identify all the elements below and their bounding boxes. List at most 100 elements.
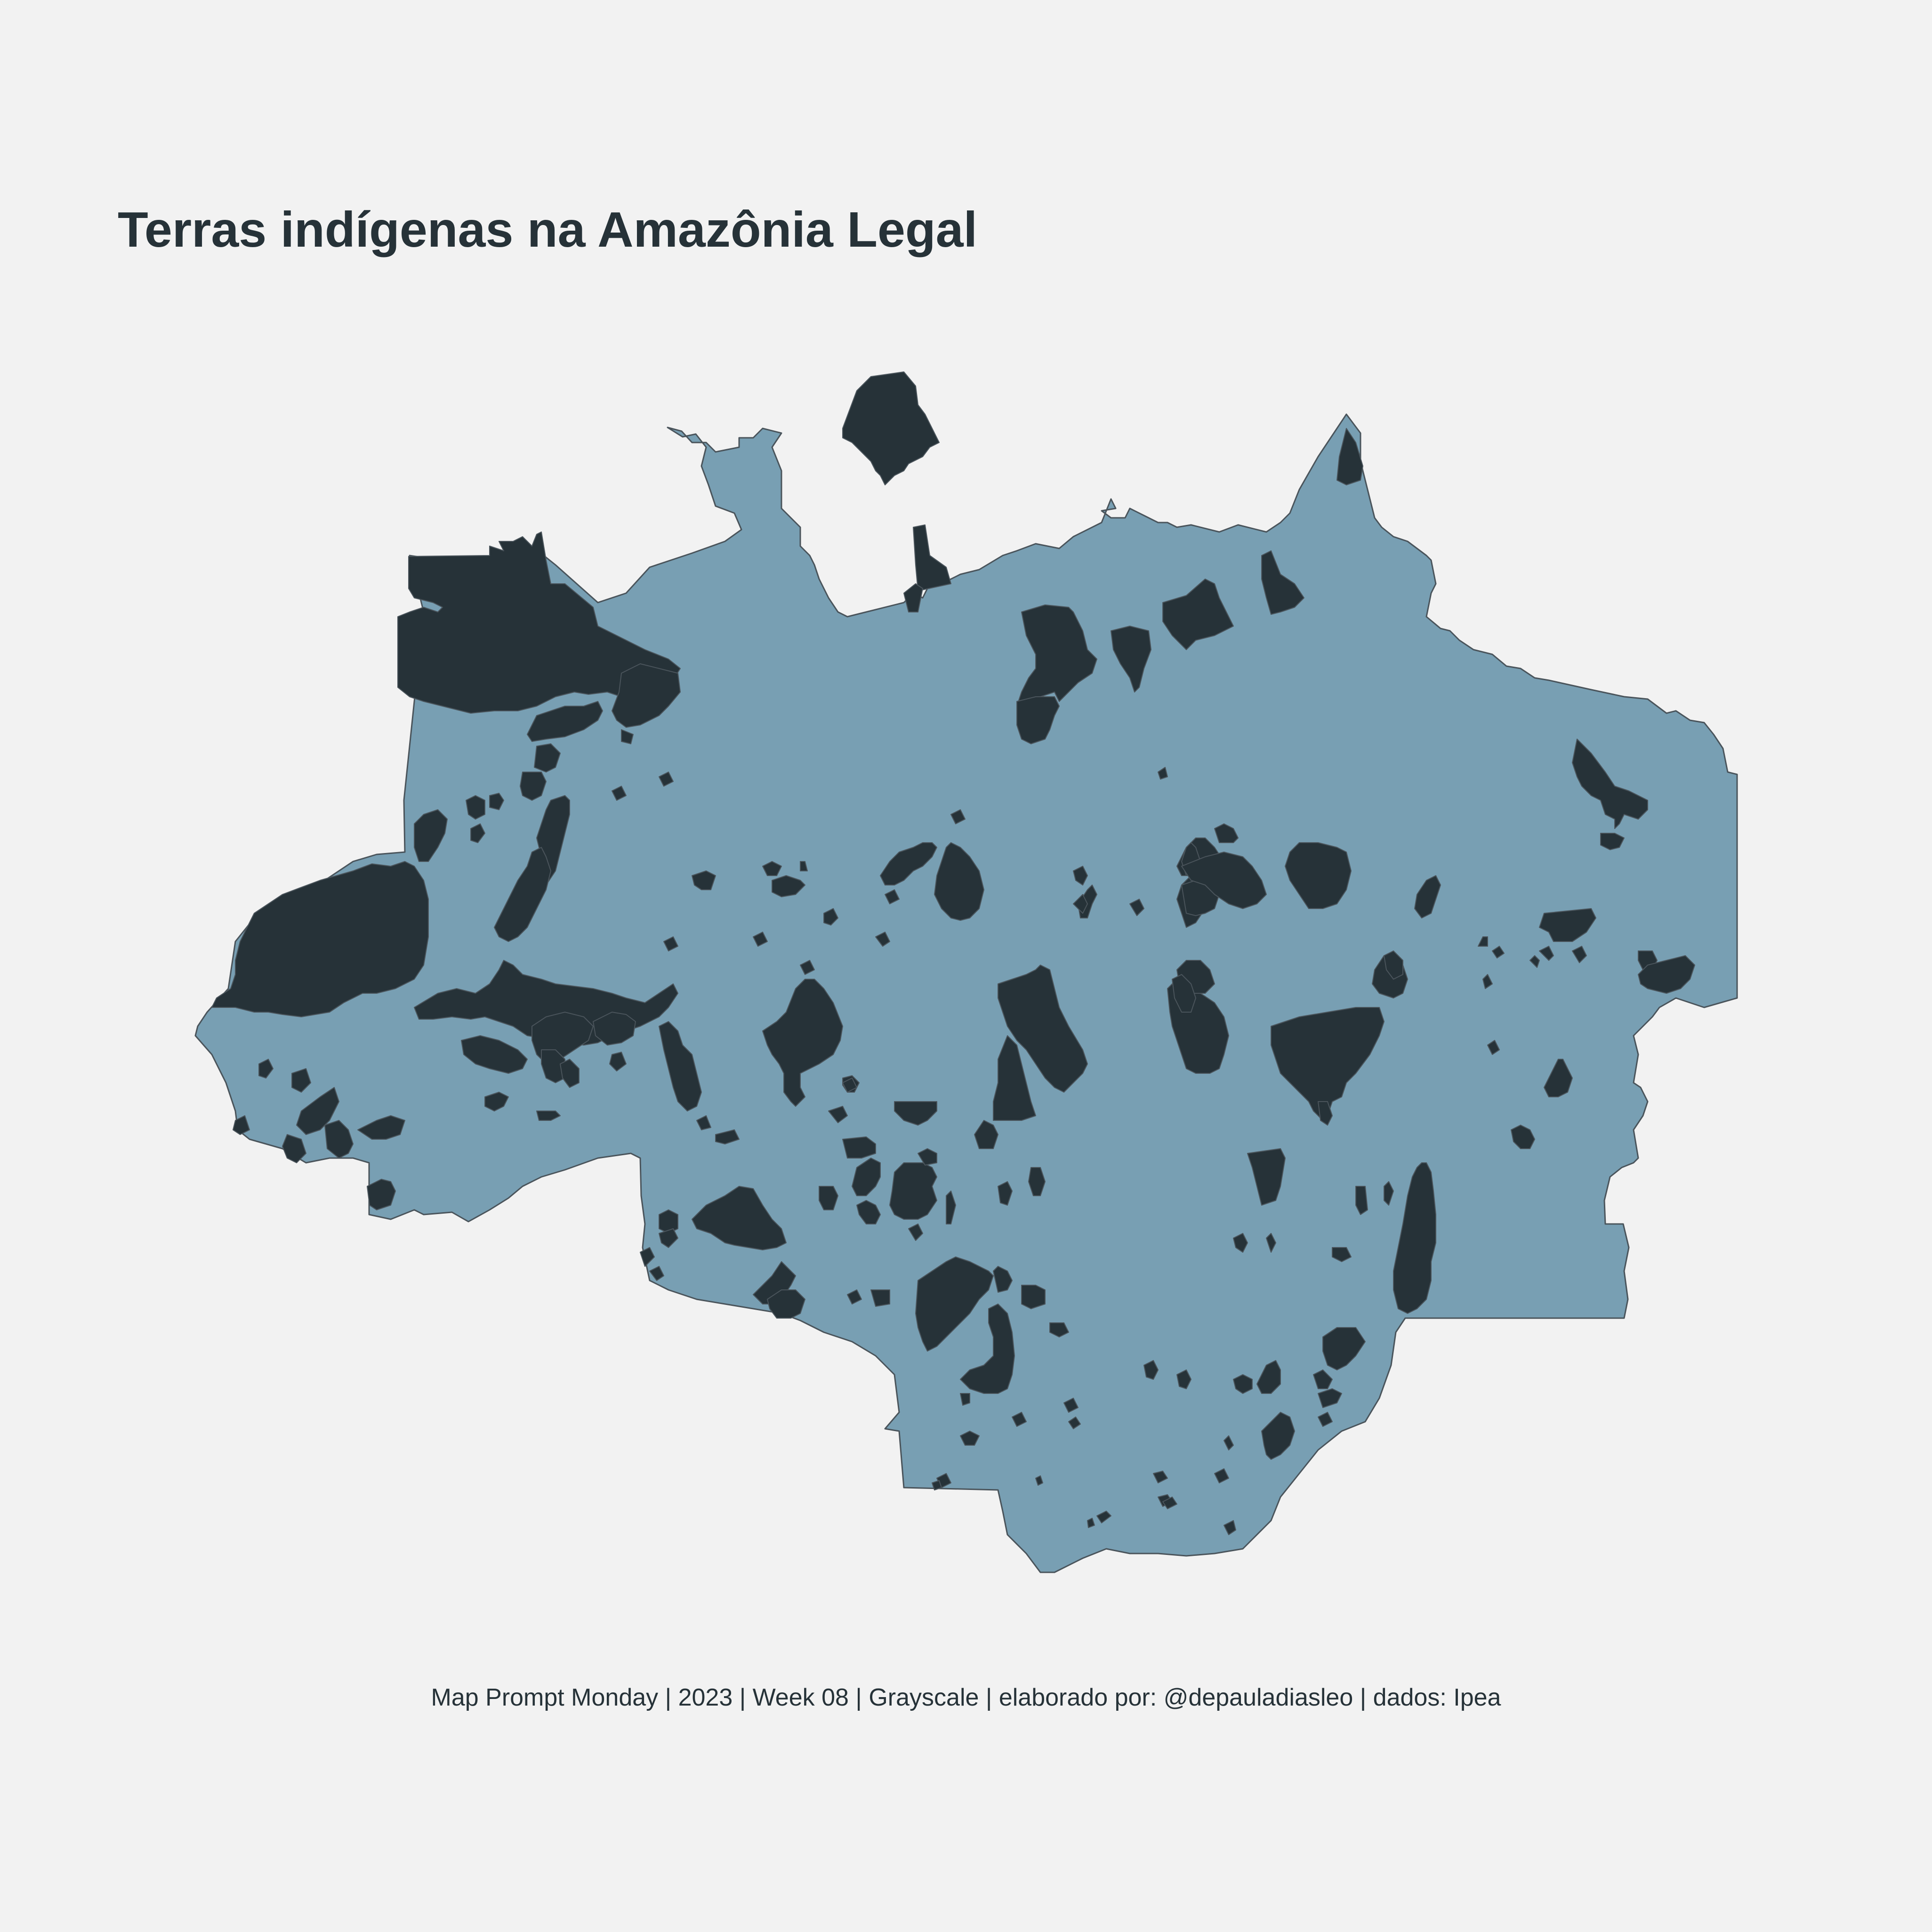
territory-small-g [800, 960, 815, 975]
territory-aripuana [847, 1289, 862, 1304]
territory-pirineus [1162, 1497, 1177, 1509]
territory-jurubaxi [534, 743, 561, 773]
territory-tapirape [1153, 1471, 1168, 1483]
territory-caru [1539, 908, 1596, 942]
territory-parque-indigena-do-xingu [915, 1256, 994, 1352]
territory-paresi-b [1068, 1417, 1081, 1429]
territory-banawa [593, 1012, 636, 1046]
territory-acre-cluster-c [282, 1134, 306, 1163]
territory-kwata-laranjal [934, 842, 984, 921]
territory-small-a [692, 870, 716, 890]
territory-bakairi [1143, 1360, 1159, 1380]
territory-small-h [842, 1078, 857, 1093]
territory-small-d [875, 932, 890, 947]
territory-sete-de-setembro [767, 1289, 805, 1319]
territory-tubarao [870, 1289, 890, 1307]
territory-umutina [1063, 1398, 1079, 1413]
territory-zuruaha [541, 1049, 565, 1083]
territory-jaquiri [489, 793, 504, 810]
territory-mae-maria [1384, 950, 1403, 980]
territory-small-m [1158, 767, 1168, 780]
territory-coata-laranjal [494, 847, 551, 942]
territory-roraima-east [913, 524, 951, 591]
territory-kuruaya [1214, 823, 1239, 843]
territory-sai-cinza-b [998, 1181, 1013, 1206]
territory-baú [993, 1035, 1036, 1121]
territory-cana-brava [1572, 946, 1587, 963]
territory-wayana [1111, 626, 1151, 692]
territory-vale-do-javari [211, 861, 429, 1017]
territory-cuiu-cuiu [466, 795, 485, 820]
territory-munduruku [762, 979, 843, 1107]
territory-parque-aripuana [856, 1200, 881, 1224]
territory-paru [1016, 696, 1060, 744]
territory-acre-cluster-d [324, 1120, 354, 1159]
territory-small-q [885, 889, 900, 904]
map-title: Terras indígenas na Amazônia Legal [118, 202, 978, 258]
territory-xingu-small-a [974, 1120, 998, 1149]
territory-small-n [950, 809, 966, 824]
territory-parque-tumucumaque-south [1028, 1167, 1046, 1196]
territory-kayapo-menkragnoti [998, 965, 1088, 1093]
territory-parabubure [1256, 1360, 1281, 1394]
territory-parakana [1285, 842, 1352, 909]
territory-alto-turiacu-south [1600, 833, 1625, 850]
territory-figueiras [1224, 1520, 1236, 1535]
territory-koatinemo [1271, 1007, 1385, 1121]
territory-kaxarari [560, 1059, 580, 1088]
territory-small-f [663, 936, 678, 951]
territory-capoto-jarina [993, 1266, 1013, 1293]
territory-tenharim [659, 1021, 702, 1111]
territory-small-j [715, 1129, 740, 1144]
territory-xingu-south [960, 1304, 1015, 1394]
territory-pacaas-novas [649, 1266, 664, 1281]
territory-kraho [1233, 1233, 1248, 1253]
territory-waiapi [1162, 579, 1234, 650]
territory-small-i [828, 1106, 848, 1123]
territory-guato [1035, 1475, 1043, 1486]
territory-kayabi [894, 1101, 937, 1126]
territory-wawi [1021, 1285, 1046, 1309]
territory-acre-cluster-a [291, 1068, 311, 1093]
territory-small-t [1012, 1412, 1027, 1427]
territory-small-r [1487, 1040, 1500, 1055]
territory-apyterewa [1318, 1101, 1333, 1126]
territory-acre-cluster-g [536, 1111, 561, 1121]
territory-rio-negro-east [612, 663, 681, 728]
territory-teresa-cristina [1096, 1511, 1111, 1523]
territory-kanela [1511, 1125, 1535, 1149]
territory-pareci [960, 1431, 980, 1446]
territory-acre-cluster-i [367, 1179, 396, 1210]
territory-paquicamba [1073, 894, 1088, 914]
territory-batovi [960, 1393, 970, 1406]
territory-guajajara [1530, 955, 1540, 968]
territory-fortaleza [470, 823, 485, 843]
territory-acre-cluster-k [609, 1052, 627, 1071]
territory-cinta-larga [918, 1148, 937, 1166]
territory-inawebohona [1393, 1162, 1436, 1314]
territory-tadarimana [1224, 1435, 1234, 1450]
territory-marechal-rondon [1049, 1322, 1069, 1337]
territory-merure [1261, 1412, 1295, 1460]
territory-cunha-pora [800, 861, 808, 871]
territory-small-u [932, 1480, 942, 1490]
territory-mundurucu-south [842, 1136, 876, 1159]
territory-arara-rio-branco [889, 1162, 937, 1220]
territory-small-k [696, 1115, 711, 1130]
territory-trombetas [903, 583, 923, 612]
territory-deni [461, 1035, 528, 1074]
territory-sangradouro [1233, 1374, 1253, 1394]
territory-oiapoque [1261, 550, 1304, 615]
territory-apinaje-b [1384, 1181, 1394, 1206]
territory-xingu-east-big [1181, 852, 1267, 909]
territory-uneiuxi [621, 729, 634, 744]
territory-serra-morena [852, 1158, 881, 1196]
territory-apyterewa-b [1172, 974, 1196, 1013]
territory-small-p [612, 786, 627, 801]
territory-yanomami-north [842, 371, 940, 485]
territory-andira-maraw [880, 842, 937, 886]
map-caption: Map Prompt Monday | 2023 | Week 08 | Gra… [431, 1684, 1501, 1711]
territory-acre-cluster-h [233, 1115, 250, 1135]
territory-tea [527, 701, 603, 742]
